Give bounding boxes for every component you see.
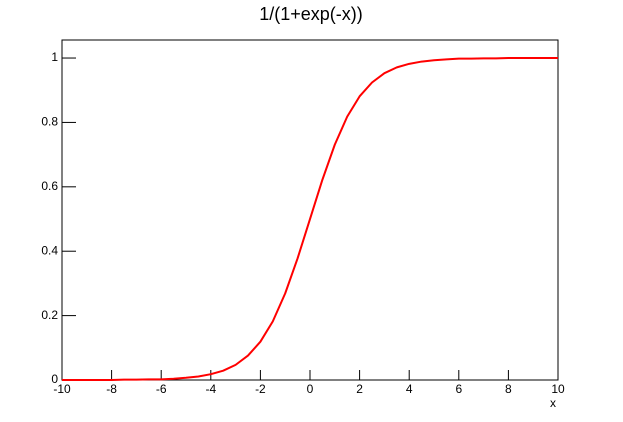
x-tick-label: -2 xyxy=(255,382,266,396)
x-tick-label: -6 xyxy=(156,382,167,396)
y-tick-label: 0.4 xyxy=(41,243,58,257)
x-tick-label: -10 xyxy=(53,382,71,396)
x-tick-label: 0 xyxy=(307,382,314,396)
x-tick-label: -4 xyxy=(205,382,216,396)
x-axis-label: x xyxy=(550,396,556,410)
x-tick-label: 6 xyxy=(455,382,462,396)
x-tick-label: 8 xyxy=(505,382,512,396)
curve xyxy=(62,57,558,381)
x-tick-label: 4 xyxy=(406,382,413,396)
x-tick-label: 10 xyxy=(551,382,565,396)
chart-title: 1/(1+exp(-x)) xyxy=(259,4,363,24)
x-tick-label: -8 xyxy=(106,382,117,396)
x-tick-label: 2 xyxy=(356,382,363,396)
y-tick-label: 0.2 xyxy=(41,308,58,322)
y-tick-label: 0.8 xyxy=(41,115,58,129)
y-tick-label: 0.6 xyxy=(41,179,58,193)
y-tick-label: 1 xyxy=(51,50,58,64)
y-tick-label: 0 xyxy=(51,372,58,386)
plot-frame xyxy=(61,39,559,381)
